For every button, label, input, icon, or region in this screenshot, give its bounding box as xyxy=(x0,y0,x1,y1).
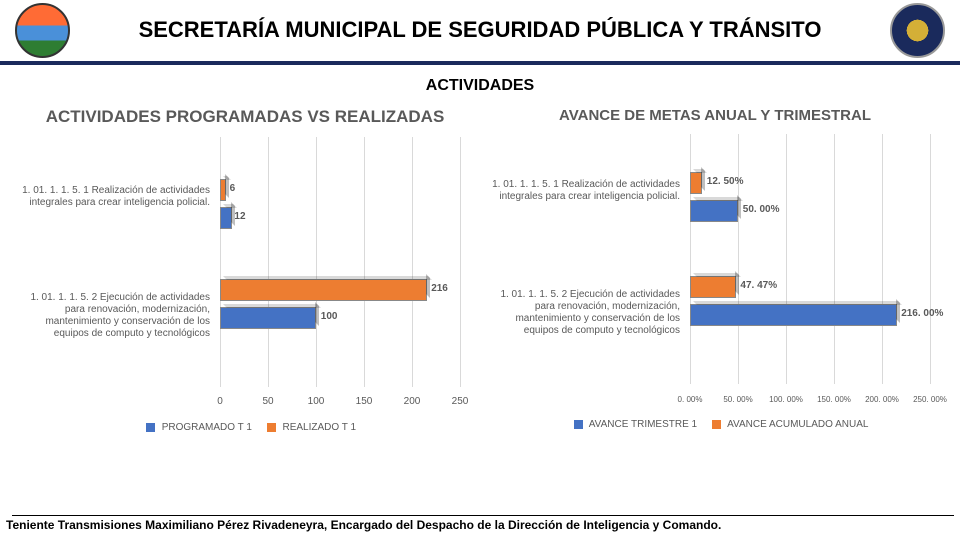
chart-right-title: AVANCE DE METAS ANUAL Y TRIMESTRAL xyxy=(480,107,950,124)
charts-container: ACTIVIDADES PROGRAMADAS VS REALIZADAS 0 … xyxy=(0,107,960,433)
axis-tick: 200 xyxy=(404,396,421,407)
page-header: SECRETARÍA MUNICIPAL DE SEGURIDAD PÚBLIC… xyxy=(0,0,960,65)
municipal-logo-icon xyxy=(15,3,70,58)
bar-value-label: 47. 47% xyxy=(740,280,777,291)
legend-swatch-icon xyxy=(146,423,155,432)
bar-value-label: 216 xyxy=(431,283,448,294)
axis-tick: 50. 00% xyxy=(723,395,752,404)
bar-trimestre xyxy=(690,200,738,222)
legend-swatch-icon xyxy=(574,420,583,429)
category-label: 1. 01. 1. 1. 5. 2 Ejecución de actividad… xyxy=(10,292,210,340)
chart-programadas-vs-realizadas: ACTIVIDADES PROGRAMADAS VS REALIZADAS 0 … xyxy=(10,107,480,433)
bar-value-label: 50. 00% xyxy=(743,204,780,215)
police-badge-icon xyxy=(890,3,945,58)
section-title: ACTIVIDADES xyxy=(0,77,960,95)
bar-trimestre xyxy=(690,304,897,326)
bar-value-label: 100 xyxy=(321,311,338,322)
legend-swatch-icon xyxy=(267,423,276,432)
bar-value-label: 12. 50% xyxy=(707,176,744,187)
legend-label: AVANCE TRIMESTRE 1 xyxy=(589,419,697,430)
legend-label: AVANCE ACUMULADO ANUAL xyxy=(727,419,868,430)
chart-right-legend: AVANCE TRIMESTRE 1 AVANCE ACUMULADO ANUA… xyxy=(480,419,950,430)
axis-tick: 50 xyxy=(262,396,273,407)
bar-value-label: 12 xyxy=(234,211,245,222)
category-label: 1. 01. 1. 1. 5. 1 Realización de activid… xyxy=(480,179,680,203)
chart-right-plot: 0. 00% 50. 00% 100. 00% 150. 00% 200. 00… xyxy=(690,134,930,414)
header-title: SECRETARÍA MUNICIPAL DE SEGURIDAD PÚBLIC… xyxy=(70,17,890,43)
legend-label: PROGRAMADO T 1 xyxy=(162,422,252,433)
footer-text: Teniente Transmisiones Maximiliano Pérez… xyxy=(6,518,721,532)
bar-realizado xyxy=(220,279,427,301)
axis-tick: 0. 00% xyxy=(678,395,703,404)
category-label: 1. 01. 1. 1. 5. 2 Ejecución de actividad… xyxy=(480,289,680,337)
legend-swatch-icon xyxy=(712,420,721,429)
bar-acumulado xyxy=(690,276,736,298)
axis-tick: 200. 00% xyxy=(865,395,899,404)
chart-left-plot: 0 50 100 150 200 250 1. 01. 1. 1. 5. 1 R… xyxy=(220,137,460,417)
chart-left-legend: PROGRAMADO T 1 REALIZADO T 1 xyxy=(10,422,480,433)
bar-value-label: 216. 00% xyxy=(901,308,943,319)
chart-left-title: ACTIVIDADES PROGRAMADAS VS REALIZADAS xyxy=(10,107,480,127)
bar-programado xyxy=(220,207,232,229)
bar-value-label: 6 xyxy=(230,183,236,194)
footer: Teniente Transmisiones Maximiliano Pérez… xyxy=(0,515,960,532)
axis-tick: 0 xyxy=(217,396,223,407)
axis-tick: 150. 00% xyxy=(817,395,851,404)
category-label: 1. 01. 1. 1. 5. 1 Realización de activid… xyxy=(10,185,210,209)
axis-tick: 250 xyxy=(452,396,469,407)
axis-tick: 250. 00% xyxy=(913,395,947,404)
legend-label: REALIZADO T 1 xyxy=(283,422,357,433)
bar-acumulado xyxy=(690,172,702,194)
chart-avance-metas: AVANCE DE METAS ANUAL Y TRIMESTRAL 0. 00… xyxy=(480,107,950,433)
axis-tick: 100 xyxy=(308,396,325,407)
axis-tick: 150 xyxy=(356,396,373,407)
bar-realizado xyxy=(220,179,226,201)
bar-programado xyxy=(220,307,316,329)
axis-tick: 100. 00% xyxy=(769,395,803,404)
